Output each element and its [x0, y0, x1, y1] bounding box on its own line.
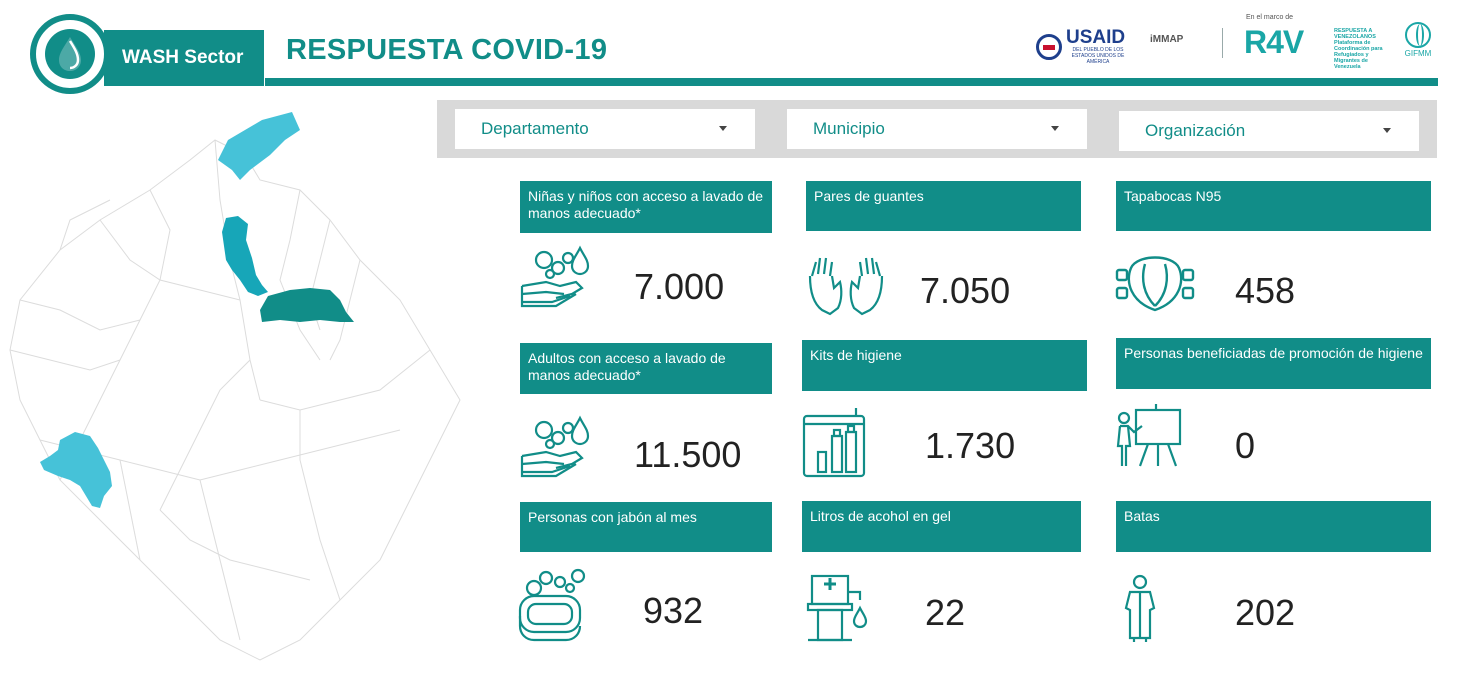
departamento-dropdown[interactable]: Departamento	[455, 109, 755, 149]
water-drop-icon	[45, 29, 95, 79]
region-cesar	[222, 216, 268, 296]
filter-bar: Departamento Municipio Organización	[437, 100, 1437, 158]
kpi-value-promocion: 0	[1235, 425, 1256, 466]
soap-icon	[516, 566, 596, 646]
kpi-header-kits: Kits de higiene	[802, 340, 1087, 391]
kpi-header-tapabocas: Tapabocas N95	[1116, 181, 1431, 231]
kpi-value-gel: 22	[925, 592, 966, 633]
region-la-guajira	[218, 112, 300, 180]
municipio-dropdown[interactable]: Municipio	[787, 109, 1087, 149]
kpi-value-batas: 202	[1235, 592, 1296, 633]
usaid-wordmark: USAID	[1066, 27, 1126, 48]
gifmm-label: GIFMM	[1404, 49, 1432, 58]
kpi-header-adultos-lavado: Adultos con acceso a lavado de manos ade…	[520, 343, 772, 394]
presentation-icon	[1112, 400, 1192, 480]
gel-dispenser-icon	[800, 568, 880, 648]
header-divider	[265, 78, 1438, 86]
kpi-header-batas: Batas	[1116, 501, 1431, 552]
partner-divider	[1222, 28, 1223, 58]
chevron-down-icon[interactable]	[719, 126, 727, 131]
municipio-label: Municipio	[813, 119, 885, 138]
kpi-header-gel: Litros de acohol en gel	[802, 501, 1081, 552]
page-title: RESPUESTA COVID-19	[286, 34, 608, 66]
kpi-header-ninos-lavado: Niñas y niños con acceso a lavado de man…	[520, 181, 772, 233]
sector-label: WASH Sector	[104, 30, 264, 86]
kpi-value-jabon: 932	[643, 590, 704, 631]
usaid-subtitle: DEL PUEBLO DE LOS ESTADOS UNIDOS DE AMÉR…	[1071, 47, 1125, 65]
globe-icon	[1405, 22, 1431, 48]
kpi-header-guantes: Pares de guantes	[806, 181, 1081, 231]
usaid-seal-icon	[1036, 33, 1062, 60]
hygiene-kit-icon	[798, 404, 878, 484]
chevron-down-icon[interactable]	[1383, 128, 1391, 133]
kpi-value-kits: 1.730	[925, 425, 1016, 466]
mask-icon	[1115, 248, 1195, 328]
immap-logo: iMMAP	[1150, 34, 1184, 45]
organizacion-dropdown[interactable]: Organización	[1119, 111, 1419, 151]
organizacion-label: Organización	[1145, 121, 1246, 140]
kpi-value-adultos-lavado: 11.500	[634, 434, 742, 475]
region-narino	[40, 432, 112, 508]
r4v-context: En el marco de	[1246, 14, 1294, 21]
kpi-header-jabon: Personas con jabón al mes	[520, 502, 772, 552]
kpi-value-guantes: 7.050	[920, 270, 1011, 311]
r4v-logo: R4V	[1244, 24, 1304, 60]
gown-icon	[1100, 570, 1180, 650]
r4v-subtitle: RESPUESTA A VENEZOLANOS Plataforma de Co…	[1334, 28, 1383, 70]
handwash-icon	[516, 412, 596, 492]
kpi-value-ninos-lavado: 7.000	[634, 266, 725, 307]
kpi-value-tapabocas: 458	[1235, 270, 1296, 311]
handwash-icon	[516, 242, 596, 322]
chevron-down-icon[interactable]	[1051, 126, 1059, 131]
kpi-header-promocion: Personas beneficiadas de promoción de hi…	[1116, 338, 1431, 389]
usaid-logo: USAID DEL PUEBLO DE LOS ESTADOS UNIDOS D…	[1036, 28, 1130, 65]
gifmm-logo: GIFMM	[1400, 22, 1436, 58]
wash-logo	[30, 14, 110, 94]
region-norte-de-santander-arauca	[260, 288, 354, 322]
gloves-icon	[806, 248, 886, 328]
departamento-label: Departamento	[481, 119, 589, 138]
colombia-map[interactable]	[0, 100, 465, 688]
